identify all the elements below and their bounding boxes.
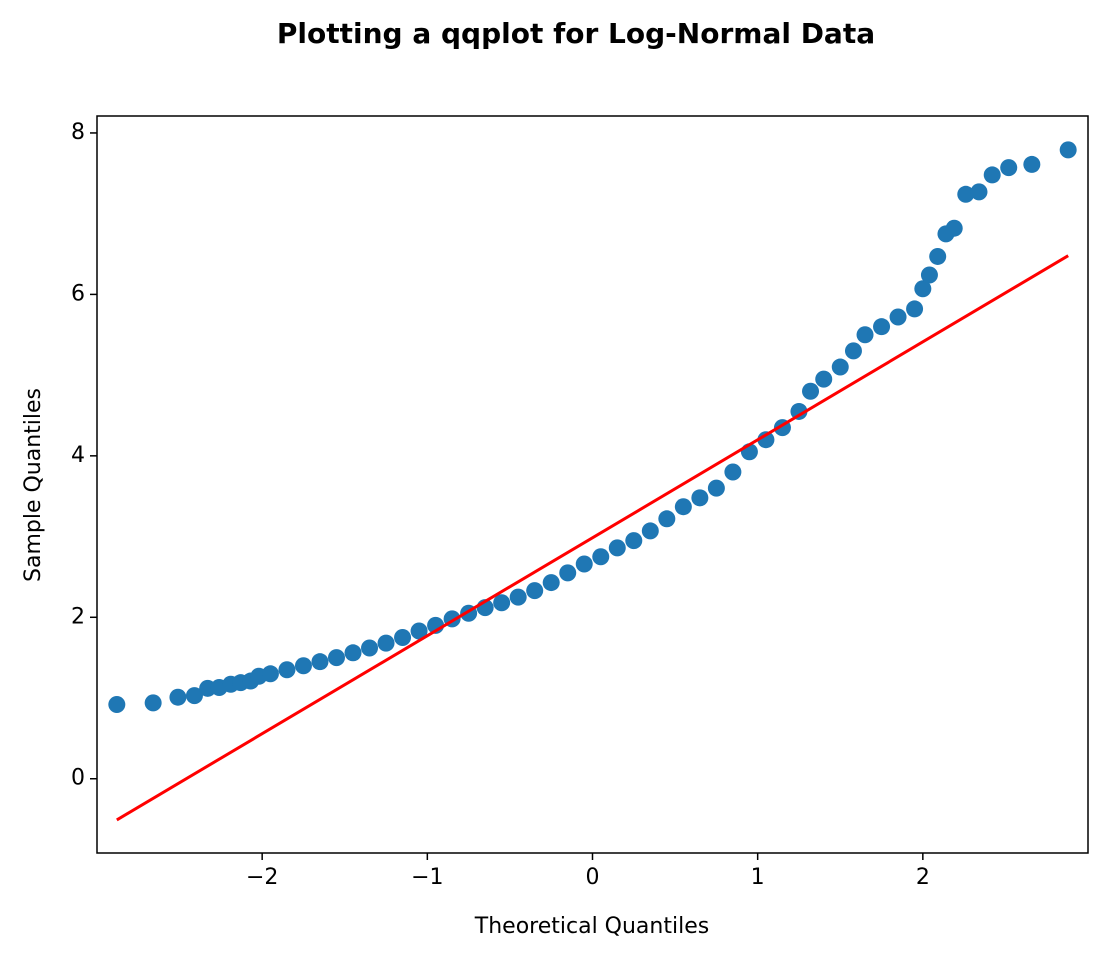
point [377, 634, 395, 652]
point [509, 588, 527, 606]
point [169, 688, 187, 706]
point [906, 300, 924, 318]
point [1000, 159, 1018, 177]
point [361, 639, 379, 657]
point [945, 219, 963, 237]
point [608, 539, 626, 557]
point [957, 185, 975, 203]
point [856, 326, 874, 344]
point [724, 463, 742, 481]
point [625, 532, 643, 550]
point [802, 382, 820, 400]
point [889, 308, 907, 326]
point [559, 564, 577, 582]
y-tick-label: 8 [71, 120, 85, 145]
point [983, 166, 1001, 184]
reference-line [116, 254, 1069, 822]
point [327, 649, 345, 667]
x-tick-label: 2 [916, 865, 930, 890]
point [873, 318, 891, 336]
point [261, 665, 279, 683]
chart-title: Plotting a qqplot for Log-Normal Data [277, 17, 875, 50]
y-tick-label: 6 [71, 281, 85, 306]
point [920, 266, 938, 284]
point [311, 653, 329, 671]
y-tick-label: 4 [71, 443, 85, 468]
y-tick-label: 2 [71, 604, 85, 629]
point [108, 695, 126, 713]
point [790, 402, 808, 420]
x-tick-label: −1 [411, 865, 443, 890]
point [674, 498, 692, 516]
point [658, 510, 676, 528]
point [493, 594, 511, 612]
point [641, 522, 659, 540]
x-axis-label: Theoretical Quantiles [474, 914, 709, 939]
point [394, 628, 412, 646]
point [1023, 155, 1041, 173]
plot-frame [96, 115, 1089, 854]
point [831, 358, 849, 376]
point [294, 657, 312, 675]
point [526, 582, 544, 600]
point [185, 687, 203, 705]
point [1059, 141, 1077, 159]
point [278, 661, 296, 679]
point [844, 342, 862, 360]
y-tick-label: 0 [71, 766, 85, 791]
x-tick-label: 1 [751, 865, 765, 890]
point [691, 489, 709, 507]
point [410, 622, 428, 640]
y-axis-label: Sample Quantiles [21, 388, 46, 582]
point [592, 548, 610, 566]
point [344, 644, 362, 662]
point [144, 694, 162, 712]
point [575, 555, 593, 573]
point [914, 280, 932, 298]
x-tick-label: −2 [246, 865, 278, 890]
point [707, 479, 725, 497]
point [542, 574, 560, 592]
point [815, 370, 833, 388]
point [757, 431, 775, 449]
point [970, 183, 988, 201]
x-tick-label: 0 [586, 865, 600, 890]
point [929, 247, 947, 265]
